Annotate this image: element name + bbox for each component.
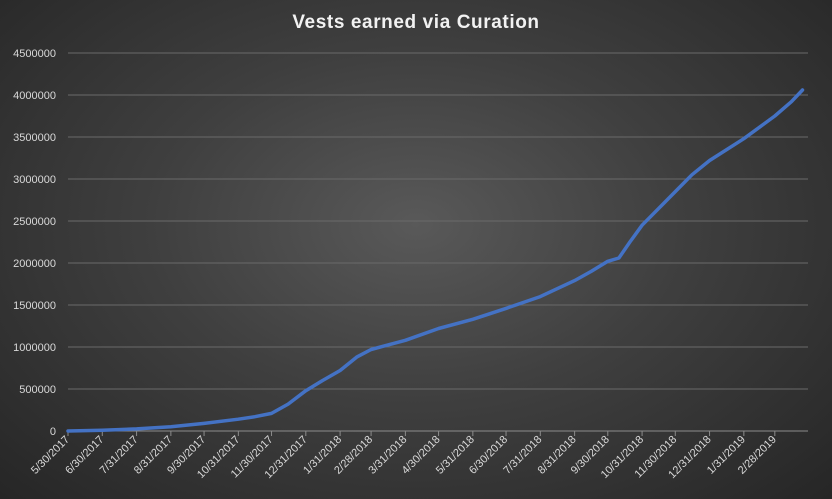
- y-tick-label: 4000000: [13, 90, 56, 102]
- series-line: [66, 88, 805, 433]
- y-tick-label: 500000: [19, 384, 56, 396]
- y-tick-label: 2500000: [13, 216, 56, 228]
- chart-title: Vests earned via Curation: [292, 12, 540, 33]
- y-tick-label: 1500000: [13, 300, 56, 312]
- y-tick-label: 2000000: [13, 258, 56, 270]
- y-tick-label: 0: [50, 426, 56, 438]
- y-tick-label: 1000000: [13, 342, 56, 354]
- y-tick-label: 3500000: [13, 132, 56, 144]
- y-tick-label: 3000000: [13, 174, 56, 186]
- y-tick-label: 4500000: [13, 48, 56, 60]
